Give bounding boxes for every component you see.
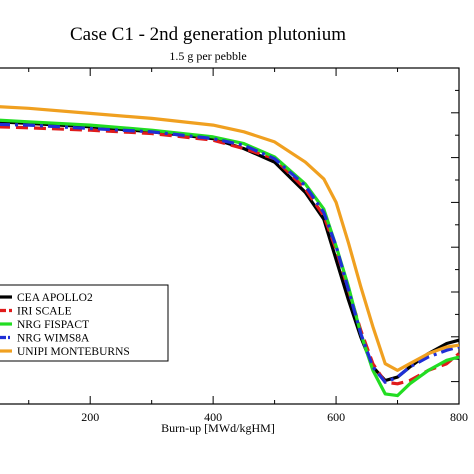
chart-title: Case C1 - 2nd generation plutonium bbox=[70, 24, 346, 45]
chart-subtitle: 1.5 g per pebble bbox=[169, 49, 246, 63]
legend-label-4: UNIPI MONTEBURNS bbox=[17, 346, 130, 358]
x-tick-label: 800 bbox=[450, 410, 468, 424]
tick-marks bbox=[28, 68, 460, 404]
legend-label-3: NRG WIMS8A bbox=[17, 333, 90, 345]
legend-label-0: CEA APOLLO2 bbox=[17, 292, 93, 304]
x-tick-label: 600 bbox=[327, 410, 345, 424]
legend-box bbox=[0, 284, 169, 362]
tick-labels: 200 400 600 800 bbox=[81, 410, 468, 424]
x-axis-label: Burn-up [MWd/kgHM] bbox=[161, 421, 275, 435]
legend-label-2: NRG FISPACT bbox=[17, 319, 89, 331]
series-lines bbox=[0, 105, 461, 398]
series-line-1 bbox=[0, 125, 461, 386]
legend-label-1: IRI SCALE bbox=[17, 306, 72, 318]
plot-frame bbox=[0, 67, 460, 405]
series-line-3 bbox=[0, 122, 460, 384]
x-tick-label: 200 bbox=[81, 410, 99, 424]
series-line-4 bbox=[0, 105, 460, 372]
plot-area bbox=[0, 67, 461, 405]
x-tick-label: 400 bbox=[204, 410, 222, 424]
